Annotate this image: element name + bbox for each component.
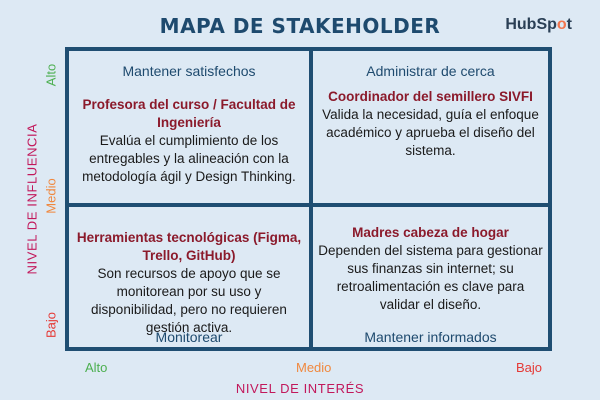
stakeholder-name: Herramientas tecnológicas (Figma, Trello… [76, 230, 302, 263]
quadrant-keep-informed: Madres cabeza de hogar Dependen del sist… [313, 207, 548, 347]
y-axis-label: NIVEL DE INFLUENCIA [24, 123, 40, 275]
quadrant-manage-closely: Administrar de cerca Coordinador del sem… [313, 51, 548, 203]
x-tick-medium: Medio [296, 360, 332, 375]
hubspot-logo: HubSpot [505, 16, 572, 34]
stakeholder-description: Son recursos de apoyo que se monitorean … [91, 266, 287, 335]
quadrant-label: Administrar de cerca [366, 63, 495, 79]
y-tick-medium: Medio [43, 178, 59, 214]
y-tick-low: Bajo [43, 311, 59, 339]
stakeholder-name: Coordinador del semillero SIVFI [328, 89, 533, 104]
stakeholder-card: Herramientas tecnológicas (Figma, Trello… [73, 229, 305, 337]
logo-text-main: HubSp [505, 16, 557, 33]
x-axis-label: NIVEL DE INTERÉS [235, 381, 365, 396]
quadrant-label: Mantener informados [364, 329, 497, 345]
quadrant-monitor: Herramientas tecnológicas (Figma, Trello… [69, 207, 309, 347]
stakeholder-card: Madres cabeza de hogar Dependen del sist… [317, 224, 544, 314]
stakeholder-name: Madres cabeza de hogar [352, 225, 509, 240]
vertical-divider [309, 51, 313, 347]
stakeholder-description: Dependen del sistema para gestionar sus … [318, 243, 543, 312]
stakeholder-description: Valida la necesidad, guía el enfoque aca… [322, 107, 539, 158]
x-tick-low: Bajo [516, 360, 543, 375]
logo-sprocket-letter: o [556, 16, 567, 33]
logo-text-end: t [566, 16, 572, 33]
horizontal-divider [69, 203, 548, 207]
quadrant-label: Mantener satisfechos [122, 63, 256, 79]
stakeholder-matrix: Mantener satisfechos Profesora del curso… [65, 47, 552, 351]
page-title: MAPA DE STAKEHOLDER [159, 14, 441, 38]
stakeholder-card: Profesora del curso / Facultad de Ingeni… [73, 96, 305, 186]
y-tick-high: Alto [43, 63, 59, 87]
x-tick-high: Alto [85, 360, 108, 375]
quadrant-keep-satisfied: Mantener satisfechos Profesora del curso… [69, 51, 309, 203]
quadrant-label: Monitorear [155, 329, 223, 345]
stakeholder-card: Coordinador del semillero SIVFI Valida l… [317, 88, 544, 160]
stakeholder-description: Evalúa el cumplimiento de los entregable… [82, 133, 296, 184]
stakeholder-name: Profesora del curso / Facultad de Ingeni… [82, 97, 296, 130]
